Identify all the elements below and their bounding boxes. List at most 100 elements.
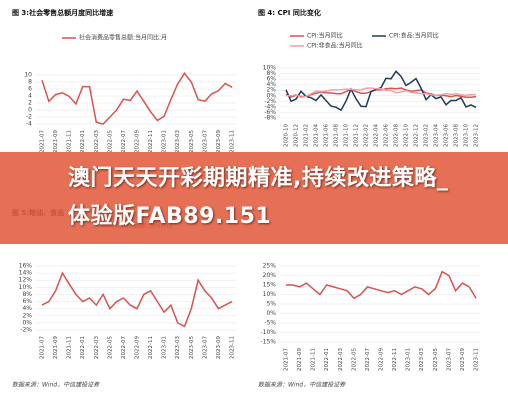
y-tick-label: 5% <box>266 301 276 308</box>
x-tick-label: 2022-05 <box>107 130 113 153</box>
y-tick-label: 10% <box>263 291 277 298</box>
y-tick-label: 16% <box>19 263 33 270</box>
x-tick-label: 2021-09 <box>53 336 59 359</box>
x-tick-label: 2022-12 <box>414 124 420 147</box>
y-tick-label: -15% <box>260 339 276 346</box>
x-tick-label: 2022-09 <box>135 130 141 153</box>
y-tick-label: 0% <box>266 92 276 99</box>
x-tick-label: 2022-02 <box>364 124 370 147</box>
x-tick-label: 2023-01 <box>162 130 168 153</box>
x-tick-label: 2021-11 <box>311 348 317 371</box>
y-tick-label: 8% <box>22 291 32 298</box>
legend-label: CPI:非食品:当月同比 <box>307 42 363 50</box>
x-tick-label: 2023-09 <box>460 348 466 371</box>
x-tick-label: 2023-02 <box>424 124 430 147</box>
y-tick-label: 8 <box>28 79 32 86</box>
legend-label: CPI:食品:当月同比 <box>389 32 439 40</box>
y-tick-label: 6% <box>266 76 276 83</box>
x-tick-label: 2021-06 <box>324 124 330 147</box>
y-tick-label: -10% <box>260 329 276 336</box>
x-tick-label: 2022-03 <box>338 348 344 371</box>
x-tick-label: 2020-12 <box>294 124 300 147</box>
y-tick-label: 6 <box>28 86 32 93</box>
x-tick-label: 2023-07 <box>202 130 208 153</box>
x-tick-label: 2021-02 <box>304 124 310 147</box>
x-tick-label: 2023-03 <box>175 130 181 153</box>
banner-text: 澳门天天开彩期期精准,持续改进策略_体验版FAB89.151 <box>68 166 449 229</box>
line <box>285 70 477 112</box>
y-tick-label: 2% <box>22 312 32 319</box>
banner: 澳门天天开彩期期精准,持续改进策略_体验版FAB89.151 <box>0 152 508 244</box>
y-tick-label: -2 <box>26 114 32 121</box>
x-tick-label: 2022-05 <box>351 348 357 371</box>
x-tick-label: 2022-03 <box>94 130 100 153</box>
x-tick-label: 2022-07 <box>121 130 127 153</box>
x-tick-label: 2023-12 <box>474 124 480 147</box>
y-tick-label: 10% <box>19 284 33 291</box>
x-tick-label: 2022-08 <box>394 124 400 147</box>
x-tick-label: 2022-07 <box>121 336 127 359</box>
legend-label: CPI:当月同比 <box>307 32 343 40</box>
x-tick-label: 2023-05 <box>433 348 439 371</box>
x-tick-label: 2023-10 <box>464 124 470 147</box>
x-tick-label: 2021-08 <box>334 124 340 147</box>
y-tick-label: -4% <box>264 103 276 110</box>
y-tick-label: 0% <box>22 319 32 326</box>
x-tick-label: 2022-01 <box>80 130 86 153</box>
y-tick-label: 4% <box>266 81 276 88</box>
x-tick-label: 2023-11 <box>474 348 480 371</box>
x-tick-label: 2022-11 <box>148 336 154 359</box>
y-tick-label: -8% <box>264 115 276 122</box>
x-tick-label: 2022-06 <box>384 124 390 147</box>
x-tick-label: 2022-04 <box>374 124 380 147</box>
y-tick-label: 15% <box>263 282 277 289</box>
x-tick-label: 2020-10 <box>284 124 290 147</box>
x-tick-label: 2021-07 <box>40 336 46 359</box>
x-tick-label: 2021-11 <box>67 130 73 153</box>
y-tick-label: 14% <box>19 270 33 277</box>
y-tick-label: 12% <box>19 277 33 284</box>
x-tick-label: 2022-03 <box>94 336 100 359</box>
x-tick-label: 2021-07 <box>40 130 46 153</box>
y-tick-label: 2 <box>28 100 32 107</box>
x-tick-label: 2021-07 <box>284 348 290 371</box>
y-tick-label: 25% <box>263 263 277 270</box>
x-tick-label: 2022-09 <box>379 348 385 371</box>
y-tick-label: -2% <box>20 327 32 334</box>
x-tick-label: 2023-05 <box>189 336 195 359</box>
x-tick-label: 2023-03 <box>175 336 181 359</box>
x-tick-label: 2023-01 <box>406 348 412 371</box>
x-tick-label: 2021-09 <box>53 130 59 153</box>
y-tick-label: 10 <box>24 72 32 79</box>
y-tick-label: 6% <box>22 298 32 305</box>
x-tick-label: 2023-11 <box>230 336 236 359</box>
source: 数据来源：Wind，中信建投证券 <box>12 381 100 389</box>
x-tick-label: 2023-04 <box>434 124 440 147</box>
y-tick-label: 2% <box>266 87 276 94</box>
line <box>41 72 233 125</box>
x-tick-label: 2022-01 <box>80 336 86 359</box>
x-tick-label: 2022-05 <box>107 336 113 359</box>
x-tick-label: 2021-11 <box>67 336 73 359</box>
y-tick-label: -4 <box>26 121 32 128</box>
legend-label: 社会消费品零售总额:当月同比:月 <box>79 34 167 42</box>
x-tick-label: 2023-05 <box>189 130 195 153</box>
y-tick-label: -5% <box>264 320 276 327</box>
x-tick-label: 2022-11 <box>148 130 154 153</box>
x-tick-label: 2023-07 <box>446 348 452 371</box>
y-tick-label: 0% <box>266 310 276 317</box>
x-tick-label: 2021-12 <box>354 124 360 147</box>
x-tick-label: 2023-11 <box>230 130 236 153</box>
chart-title: 图 3:社会零售总额月度同比增速 <box>12 8 113 17</box>
x-tick-label: 2022-09 <box>135 336 141 359</box>
x-tick-label: 2023-08 <box>454 124 460 147</box>
chart-title: 图 4: CPI 同比变化 <box>258 8 321 17</box>
line <box>286 270 477 300</box>
x-tick-label: 2023-03 <box>419 348 425 371</box>
x-tick-label: 2023-07 <box>202 336 208 359</box>
x-tick-label: 2022-10 <box>404 124 410 147</box>
y-tick-label: 8% <box>266 70 276 77</box>
line <box>41 271 233 328</box>
